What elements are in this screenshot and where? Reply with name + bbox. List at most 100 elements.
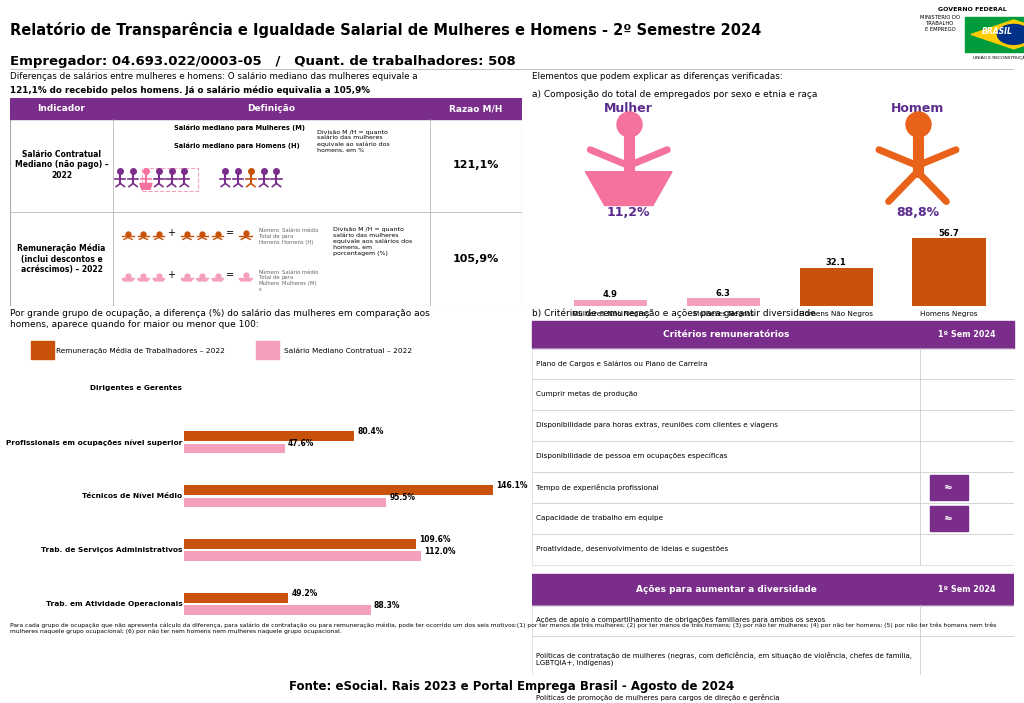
Text: Ro: Ro <box>945 484 952 490</box>
Text: Remuneração Média
(inclui descontos e
acréscimos) – 2022: Remuneração Média (inclui descontos e ac… <box>17 244 105 274</box>
Bar <box>965 17 1024 52</box>
Bar <box>184 432 354 441</box>
Bar <box>184 539 416 549</box>
Bar <box>912 238 986 306</box>
Text: Cumprir metas de produção: Cumprir metas de produção <box>537 392 638 397</box>
Bar <box>532 410 920 441</box>
Text: Fonte: eSocial. Rais 2023 e Portal Emprega Brasil - Agosto de 2024: Fonte: eSocial. Rais 2023 e Portal Empre… <box>290 680 734 692</box>
Text: Disponibilidade para horas extras, reuniões com clientes e viagens: Disponibilidade para horas extras, reuni… <box>537 423 778 428</box>
Bar <box>687 298 760 306</box>
Text: Salário médio
para
Homens (H): Salário médio para Homens (H) <box>282 228 318 245</box>
Text: a) Composição do total de empregados por sexo e etnia e raça: a) Composição do total de empregados por… <box>532 90 818 98</box>
Text: Salário médio
para
Mulheres (M): Salário médio para Mulheres (M) <box>282 269 318 286</box>
Text: Ações de apoio a compartilhamento de obrigações familiares para ambos os sexos: Ações de apoio a compartilhamento de obr… <box>537 617 825 624</box>
Text: Para cada grupo de ocupação que não apresenta cálculo da diferença, para salário: Para cada grupo de ocupação que não apre… <box>10 622 996 634</box>
Bar <box>430 98 522 119</box>
Text: =: = <box>226 228 234 238</box>
Text: Salário Contratual
Mediano (não pago) –
2022: Salário Contratual Mediano (não pago) – … <box>14 150 109 180</box>
Text: Número
Total de
Homens: Número Total de Homens <box>258 228 281 245</box>
Text: Mulher: Mulher <box>604 102 653 115</box>
Text: Diferenças de salários entre mulheres e homens: O salário mediano das mulheres e: Diferenças de salários entre mulheres e … <box>10 72 418 81</box>
Text: 88,8%: 88,8% <box>896 207 939 219</box>
Bar <box>532 574 920 605</box>
Text: Trab. de Serviços Administrativos: Trab. de Serviços Administrativos <box>41 547 182 553</box>
Text: +: + <box>168 228 175 238</box>
Text: Definição: Definição <box>248 104 295 113</box>
Bar <box>800 268 872 306</box>
Text: UNIÃO E RECONSTRUÇÃO: UNIÃO E RECONSTRUÇÃO <box>973 56 1024 60</box>
Text: Razao M/H: Razao M/H <box>450 104 503 113</box>
Bar <box>532 441 920 472</box>
Polygon shape <box>139 183 153 189</box>
Text: GOVERNO FEDERAL: GOVERNO FEDERAL <box>938 7 1008 12</box>
Bar <box>532 472 920 503</box>
Text: Capacidade de trabalho em equipe: Capacidade de trabalho em equipe <box>537 515 664 521</box>
Bar <box>31 341 53 359</box>
Bar <box>930 505 968 531</box>
Text: Disponibilidade de pessoa em ocupações específicas: Disponibilidade de pessoa em ocupações e… <box>537 453 728 460</box>
Bar <box>920 472 1014 503</box>
Text: Proatividade, desenvolvimento de ideias e sugestões: Proatividade, desenvolvimento de ideias … <box>537 546 729 552</box>
Text: Plano de Cargos e Salários ou Plano de Carreira: Plano de Cargos e Salários ou Plano de C… <box>537 360 708 366</box>
Bar <box>532 379 920 410</box>
Text: 109.6%: 109.6% <box>419 535 451 544</box>
Text: 6.3: 6.3 <box>716 289 731 298</box>
Text: Profissionais em ocupações nível superior: Profissionais em ocupações nível superio… <box>6 439 182 446</box>
Text: Homem: Homem <box>891 102 944 115</box>
Bar <box>532 348 920 379</box>
Text: 56.7: 56.7 <box>939 228 959 238</box>
Bar <box>920 683 1014 703</box>
Text: Salário Mediano Contratual – 2022: Salário Mediano Contratual – 2022 <box>285 348 413 354</box>
Bar <box>920 379 1014 410</box>
Bar <box>920 574 1014 605</box>
Text: 88.3%: 88.3% <box>374 601 400 610</box>
Text: 105,9%: 105,9% <box>453 254 500 264</box>
Bar <box>532 321 920 348</box>
Bar <box>920 605 1014 636</box>
Bar <box>573 300 647 306</box>
Text: 121,1%: 121,1% <box>453 160 500 170</box>
Bar <box>142 168 198 191</box>
Circle shape <box>997 25 1024 44</box>
Bar <box>184 551 421 561</box>
Text: BRASIL: BRASIL <box>982 27 1013 36</box>
Text: 11,2%: 11,2% <box>607 207 650 219</box>
Polygon shape <box>586 172 672 205</box>
Bar <box>920 348 1014 379</box>
Text: 49.2%: 49.2% <box>292 588 317 598</box>
Bar <box>532 683 920 703</box>
Text: Tempo de experiência profissional: Tempo de experiência profissional <box>537 484 659 491</box>
Text: Elementos que podem explicar as diferenças verificadas:: Elementos que podem explicar as diferenç… <box>532 72 783 81</box>
Bar <box>920 321 1014 348</box>
Polygon shape <box>153 279 165 281</box>
Text: 95.5%: 95.5% <box>389 493 415 502</box>
Text: Indicador: Indicador <box>38 104 85 113</box>
Bar <box>920 503 1014 534</box>
Text: Trab. em Atividade Operacionais: Trab. em Atividade Operacionais <box>46 601 182 607</box>
Text: +: + <box>168 270 175 280</box>
Bar <box>920 534 1014 565</box>
Text: b) Critérios de remuneração e ações para garantir diversidade: b) Critérios de remuneração e ações para… <box>532 309 816 318</box>
Text: 80.4%: 80.4% <box>357 427 384 436</box>
Text: Salário mediano para Homens (H): Salário mediano para Homens (H) <box>174 143 300 149</box>
Bar <box>532 534 920 565</box>
Text: Por grande grupo de ocupação, a diferença (%) do salário das mulheres em compara: Por grande grupo de ocupação, a diferenç… <box>10 309 430 329</box>
Text: 112.0%: 112.0% <box>424 547 456 556</box>
Text: 4.9: 4.9 <box>603 290 617 299</box>
Bar <box>184 444 285 453</box>
Text: Remuneração Média de Trabalhadores – 2022: Remuneração Média de Trabalhadores – 202… <box>56 347 225 354</box>
Bar <box>113 98 430 119</box>
Bar <box>184 605 371 614</box>
Bar <box>532 636 920 683</box>
Bar <box>184 498 386 507</box>
Text: 146.1%: 146.1% <box>496 481 527 490</box>
Text: Empregador: 04.693.022/0003-05   /   Quant. de trabalhadores: 508: Empregador: 04.693.022/0003-05 / Quant. … <box>10 55 516 67</box>
Text: Salário mediano para Mulheres (M): Salário mediano para Mulheres (M) <box>174 124 305 131</box>
Bar <box>920 441 1014 472</box>
Bar <box>532 605 920 636</box>
Text: 47.6%: 47.6% <box>288 439 314 448</box>
Polygon shape <box>137 279 150 281</box>
Polygon shape <box>122 279 134 281</box>
Text: Ro: Ro <box>945 516 952 521</box>
Bar <box>184 593 288 602</box>
